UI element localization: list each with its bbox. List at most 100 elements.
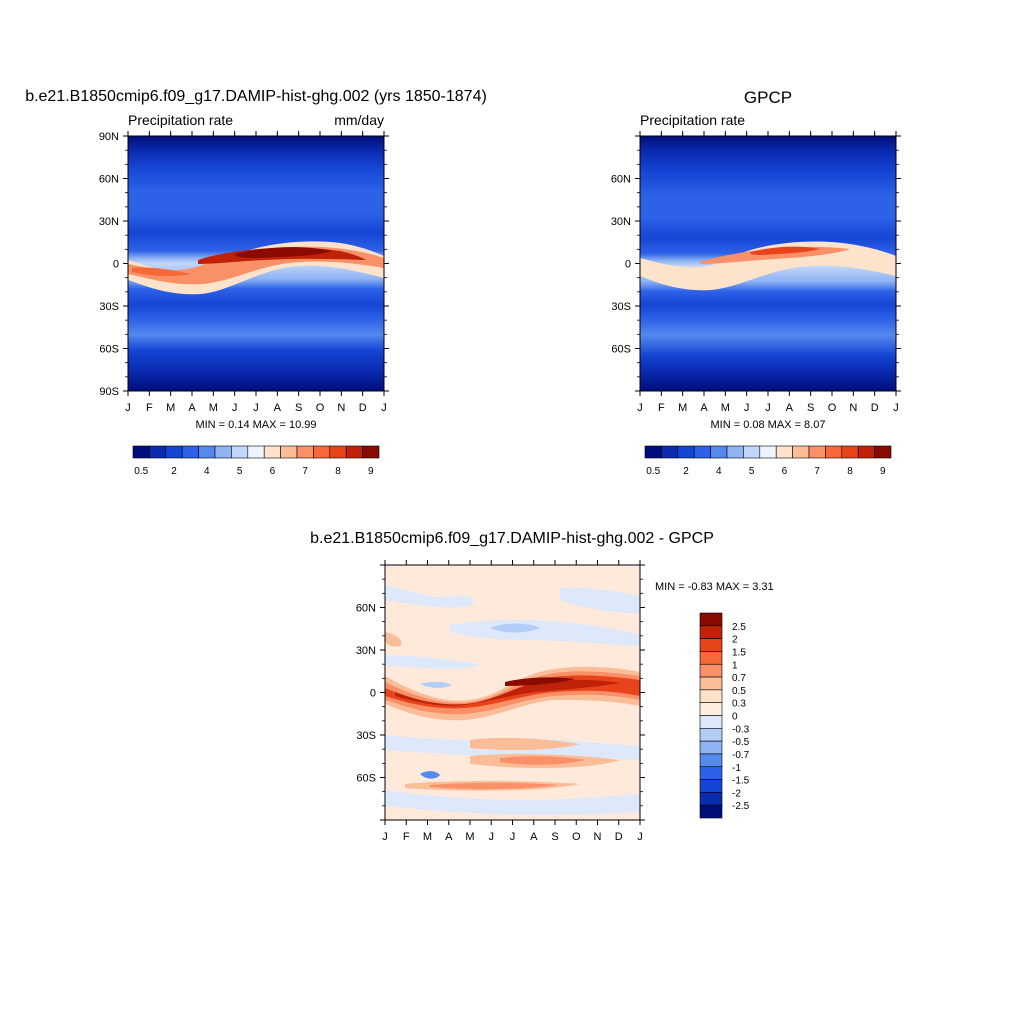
x-tick-label: A <box>530 831 538 843</box>
colorbar-swatch <box>699 779 723 793</box>
colorbar-swatch <box>296 445 314 459</box>
colorbar-swatch <box>726 445 744 459</box>
y-tick-label: 30N <box>356 645 376 657</box>
panel-obs-field <box>640 136 896 391</box>
x-tick-label: F <box>658 402 665 414</box>
x-tick-label: J <box>637 831 643 843</box>
x-tick-label: J <box>765 402 771 414</box>
panel-diff-colorbar: 2.5 21.5 1 0.7 0.5 0.3 0-0.3 -0.5 -0.7 -1 -1.5-2 -2… <box>699 612 750 819</box>
x-tick-label: J <box>744 402 750 414</box>
colorbar-swatch <box>247 445 265 459</box>
colorbar-swatch <box>280 445 298 459</box>
panel-model-units-label: mm/day <box>334 112 384 128</box>
colorbar-label: 0.5 <box>134 466 148 477</box>
x-tick-label: J <box>510 831 516 843</box>
panel-diff-blue-patch <box>490 623 540 633</box>
y-tick-label: 30N <box>611 216 631 228</box>
panel-diff-blue-patch <box>420 681 452 688</box>
colorbar-label: 1 <box>732 660 738 671</box>
colorbar-label: 4 <box>716 466 722 477</box>
y-tick-label: 0 <box>113 259 119 271</box>
colorbar-swatch <box>677 445 695 459</box>
colorbar-label: -2.5 <box>732 801 750 812</box>
panel-diff-red-band <box>500 756 585 765</box>
x-tick-label: M <box>721 402 730 414</box>
colorbar-swatch <box>710 445 728 459</box>
panel-diff-blue-patch <box>385 585 475 608</box>
y-tick-label: 0 <box>625 259 631 271</box>
panel-model-west-lobe <box>132 267 190 277</box>
colorbar-swatch <box>825 445 843 459</box>
x-tick-label: A <box>700 402 708 414</box>
colorbar-label: 7 <box>814 466 820 477</box>
y-tick-label: 60S <box>611 344 631 356</box>
colorbar-swatch <box>699 663 723 678</box>
y-tick-label: 0 <box>370 688 376 700</box>
panel-obs-title: GPCP <box>744 88 792 107</box>
colorbar-label: 9 <box>880 466 886 477</box>
colorbar-swatch <box>699 753 723 768</box>
colorbar-label: 0.5 <box>646 466 660 477</box>
y-tick-label: 60S <box>99 344 119 356</box>
colorbar-swatch <box>263 445 281 459</box>
x-tick-label: A <box>188 402 196 414</box>
colorbar-label: 8 <box>847 466 853 477</box>
colorbar-swatch <box>699 766 723 780</box>
x-tick-label: M <box>678 402 687 414</box>
panel-obs-y-axis: 60N 30N 0 30S 60S <box>611 135 901 392</box>
x-tick-label: M <box>166 402 175 414</box>
colorbar-swatch <box>345 445 363 459</box>
colorbar-swatch <box>759 445 777 459</box>
x-tick-label: S <box>807 402 814 414</box>
colorbar-swatch <box>198 445 216 459</box>
x-tick-label: S <box>295 402 302 414</box>
y-tick-label: 30S <box>99 301 119 313</box>
y-tick-label: 90S <box>99 386 119 398</box>
x-tick-label: A <box>274 402 282 414</box>
panel-model-colorbar: 0.5 2 4 5 6 7 8 9 <box>132 445 380 477</box>
x-tick-label: F <box>146 402 153 414</box>
x-tick-label: N <box>594 831 602 843</box>
panel-diff-blue-patch <box>420 771 440 779</box>
panel-diff-blue-patch <box>385 790 640 816</box>
colorbar-swatch <box>214 445 232 459</box>
colorbar-label: 6 <box>782 466 788 477</box>
x-tick-label: D <box>359 402 367 414</box>
panel-model-itcz-peak <box>235 247 332 258</box>
panel-model-title: b.e21.B1850cmip6.f09_g17.DAMIP-hist-ghg.… <box>25 88 487 105</box>
panel-obs-itcz-core <box>750 246 820 255</box>
colorbar-swatch <box>775 445 793 459</box>
colorbar-label: 2 <box>683 466 689 477</box>
panel-diff-field <box>385 565 640 820</box>
panel-model-y-axis: 90N 60N 30N 0 30S 60S 90S <box>99 131 389 398</box>
x-tick-label: M <box>465 831 474 843</box>
colorbar-swatch <box>699 804 723 819</box>
colorbar-swatch <box>661 445 679 459</box>
colorbar-swatch <box>743 445 761 459</box>
colorbar-label: -2 <box>732 788 741 799</box>
colorbar-swatch <box>699 702 723 716</box>
colorbar-swatch <box>857 445 875 459</box>
colorbar-swatch <box>132 445 150 459</box>
x-tick-label: F <box>403 831 410 843</box>
x-tick-label: O <box>316 402 325 414</box>
x-tick-label: J <box>253 402 259 414</box>
colorbar-swatch <box>165 445 183 459</box>
x-tick-label: N <box>849 402 857 414</box>
colorbar-swatch <box>329 445 347 459</box>
x-tick-label: S <box>551 831 558 843</box>
colorbar-label: 9 <box>368 466 374 477</box>
y-tick-label: 30S <box>356 730 376 742</box>
colorbar-label: -0.3 <box>732 724 750 735</box>
colorbar-swatch <box>699 792 723 806</box>
colorbar-swatch <box>362 445 380 459</box>
colorbar-swatch <box>699 612 723 627</box>
x-tick-label: D <box>615 831 623 843</box>
panel-diff-blue-patch <box>385 655 480 669</box>
y-tick-label: 90N <box>99 131 119 143</box>
colorbar-label: 5 <box>749 466 755 477</box>
x-tick-label: J <box>381 402 387 414</box>
